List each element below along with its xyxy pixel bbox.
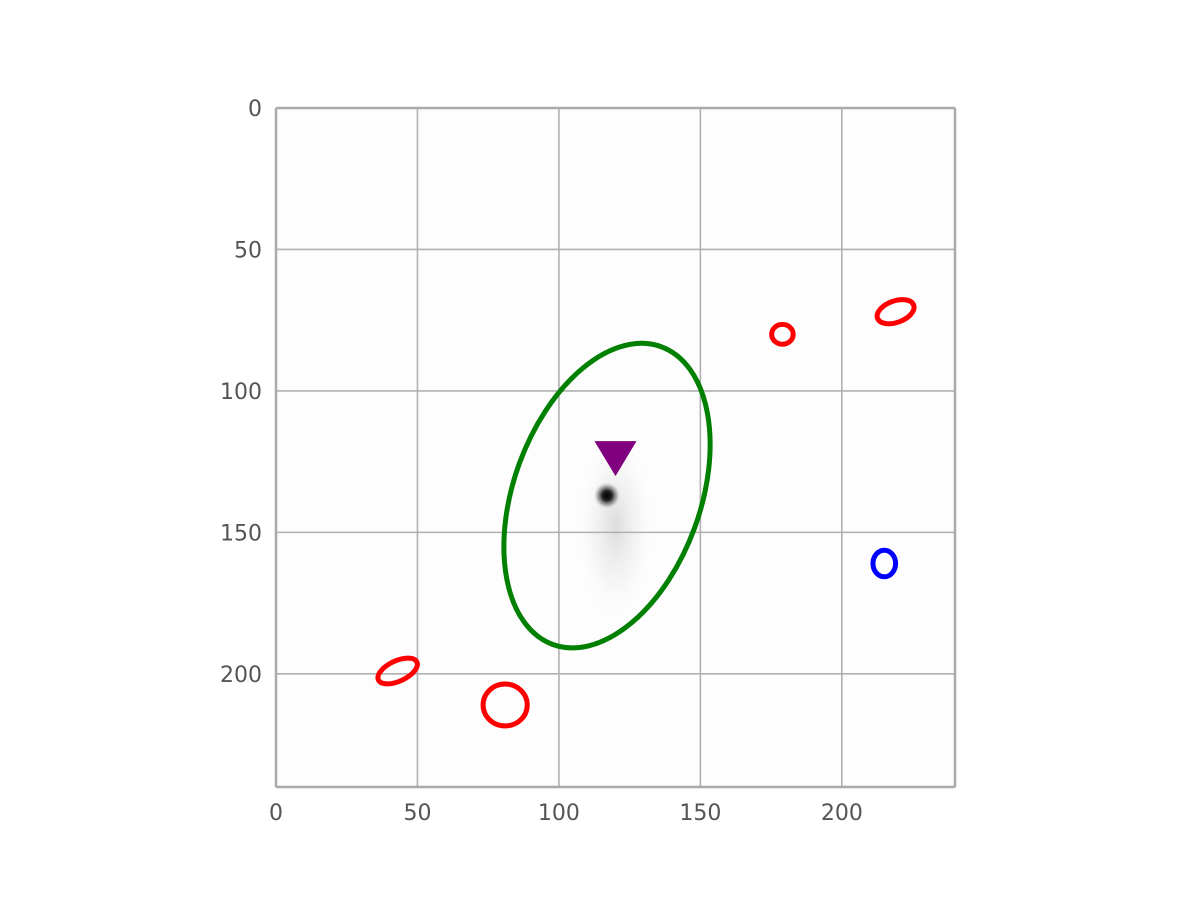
mask-source-2-ellipse bbox=[769, 321, 796, 347]
x-axis-ticks: 0 50 100 150 200 bbox=[269, 801, 863, 826]
y-axis-ticks: 0 50 100 150 200 bbox=[220, 97, 262, 688]
mask-source-4-ellipse bbox=[480, 681, 530, 729]
x-tick-label: 100 bbox=[538, 801, 580, 826]
overlay-layer bbox=[375, 297, 917, 729]
x-tick-label: 150 bbox=[679, 801, 721, 826]
target-marker bbox=[594, 441, 637, 477]
mask-source-3-ellipse bbox=[375, 655, 420, 687]
x-tick-label: 0 bbox=[269, 801, 283, 826]
x-tick-label: 200 bbox=[821, 801, 863, 826]
target-aperture-ellipse bbox=[501, 340, 713, 651]
diffuse-glow bbox=[575, 430, 656, 623]
y-tick-label: 0 bbox=[248, 97, 262, 122]
axes-frame bbox=[274, 106, 957, 789]
bright-source-core bbox=[593, 481, 622, 510]
y-tick-label: 50 bbox=[234, 238, 262, 263]
y-tick-label: 200 bbox=[220, 663, 262, 688]
y-tick-label: 150 bbox=[220, 521, 262, 546]
galaxy-image bbox=[575, 430, 656, 623]
y-tick-label: 100 bbox=[220, 380, 262, 405]
grid-lines bbox=[276, 108, 955, 787]
mask-source-1-ellipse bbox=[874, 297, 917, 327]
reference-source-ellipse bbox=[870, 547, 899, 580]
x-tick-label: 50 bbox=[403, 801, 431, 826]
